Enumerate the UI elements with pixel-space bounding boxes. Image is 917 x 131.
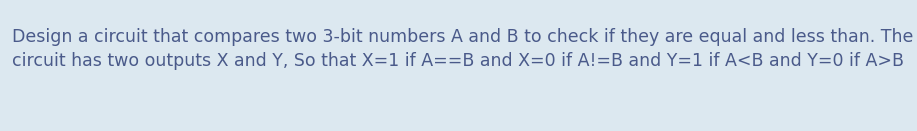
Text: Design a circuit that compares two 3-bit numbers A and B to check if they are eq: Design a circuit that compares two 3-bit… — [12, 28, 913, 46]
Text: circuit has two outputs X and Y, So that X=1 if A==B and X=0 if A!=B and Y=1 if : circuit has two outputs X and Y, So that… — [12, 52, 904, 70]
